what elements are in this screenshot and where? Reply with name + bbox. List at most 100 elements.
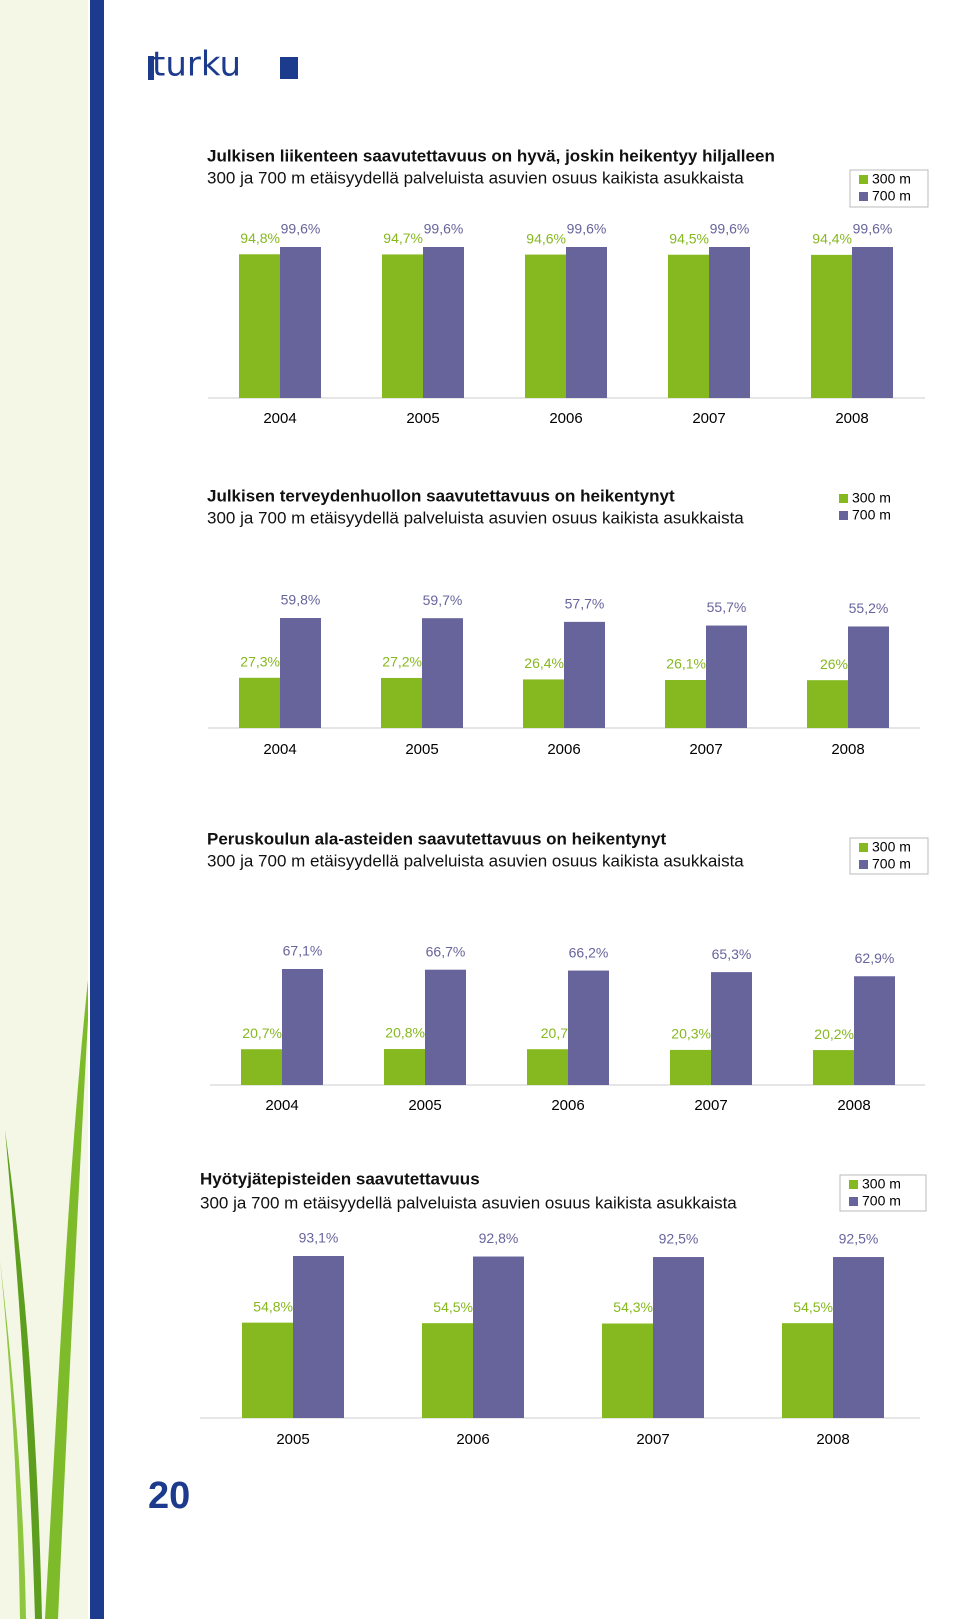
value-label: 94,7% bbox=[383, 230, 423, 246]
bar bbox=[807, 680, 848, 728]
legend-swatch bbox=[849, 1180, 858, 1189]
value-label: 20,8% bbox=[385, 1025, 425, 1041]
legend-label: 300 m bbox=[872, 839, 911, 855]
logo-crest bbox=[280, 57, 298, 79]
legend-box bbox=[849, 837, 929, 875]
value-label: 26,1% bbox=[666, 656, 706, 672]
x-tick-label: 2006 bbox=[549, 410, 582, 427]
bar bbox=[848, 626, 889, 728]
value-label: 94,6% bbox=[526, 230, 566, 246]
x-tick-label: 2007 bbox=[694, 1097, 727, 1114]
bar bbox=[602, 1323, 653, 1418]
bar bbox=[423, 247, 464, 398]
bar bbox=[709, 247, 750, 398]
value-label: 57,7% bbox=[565, 596, 605, 612]
bar bbox=[653, 1257, 704, 1418]
x-tick-label: 2008 bbox=[835, 410, 868, 427]
bar bbox=[293, 1256, 344, 1418]
grass bbox=[45, 980, 88, 1619]
x-tick-label: 2008 bbox=[837, 1097, 870, 1114]
value-label: 99,6% bbox=[853, 221, 893, 237]
value-label: 26,4% bbox=[524, 655, 564, 671]
value-label: 20,2% bbox=[814, 1026, 854, 1042]
x-tick-label: 2007 bbox=[692, 410, 725, 427]
bar bbox=[382, 254, 423, 398]
legend-label: 700 m bbox=[872, 188, 911, 204]
x-tick-label: 2008 bbox=[816, 1431, 849, 1448]
legend-label: 300 m bbox=[872, 171, 911, 187]
x-tick-label: 2004 bbox=[265, 1097, 298, 1114]
chart-subtitle: 300 ja 700 m etäisyydellä palveluista as… bbox=[200, 1193, 737, 1212]
value-label: 20,7% bbox=[242, 1025, 282, 1041]
grass bbox=[5, 1130, 42, 1619]
value-label: 94,8% bbox=[240, 230, 280, 246]
value-label: 54,3% bbox=[613, 1299, 653, 1315]
bar bbox=[852, 247, 893, 398]
legend-box bbox=[849, 169, 929, 208]
page-number: 20 bbox=[148, 1475, 190, 1517]
bar bbox=[473, 1256, 524, 1418]
bar bbox=[280, 618, 321, 728]
value-label: 27,3% bbox=[240, 653, 280, 669]
bar bbox=[711, 972, 752, 1085]
x-tick-label: 2005 bbox=[408, 1097, 441, 1114]
value-label: 26% bbox=[820, 656, 848, 672]
chart-subtitle: 300 ja 700 m etäisyydellä palveluista as… bbox=[207, 168, 744, 187]
bar bbox=[384, 1049, 425, 1085]
x-tick-label: 2006 bbox=[551, 1097, 584, 1114]
bar bbox=[782, 1323, 833, 1418]
legend-swatch bbox=[859, 175, 868, 184]
value-label: 54,5% bbox=[433, 1299, 473, 1315]
value-label: 54,5% bbox=[793, 1299, 833, 1315]
bar bbox=[854, 976, 895, 1085]
grass bbox=[0, 1260, 26, 1619]
legend-swatch bbox=[859, 843, 868, 852]
bar bbox=[568, 970, 609, 1085]
legend-label: 700 m bbox=[862, 1193, 901, 1209]
value-label: 27,2% bbox=[382, 654, 422, 670]
x-tick-label: 2005 bbox=[405, 741, 438, 758]
value-label: 55,7% bbox=[707, 599, 747, 615]
x-tick-label: 2005 bbox=[276, 1431, 309, 1448]
value-label: 62,9% bbox=[855, 950, 895, 966]
value-label: 67,1% bbox=[283, 943, 323, 959]
x-tick-label: 2005 bbox=[406, 410, 439, 427]
value-label: 99,6% bbox=[567, 221, 607, 237]
value-label: 94,4% bbox=[812, 231, 852, 247]
bar bbox=[527, 1049, 568, 1085]
value-label: 59,8% bbox=[281, 592, 321, 608]
value-label: 66,2% bbox=[569, 944, 609, 960]
legend-swatch bbox=[849, 1197, 858, 1206]
bar bbox=[523, 679, 564, 728]
value-label: 66,7% bbox=[426, 943, 466, 959]
bar bbox=[566, 247, 607, 398]
bar bbox=[564, 621, 605, 728]
value-label: 20,3% bbox=[671, 1026, 711, 1042]
bar bbox=[239, 254, 280, 398]
logo-mark bbox=[148, 56, 154, 80]
x-tick-label: 2007 bbox=[636, 1431, 669, 1448]
chart-title: Peruskoulun ala-asteiden saavutettavuus … bbox=[207, 829, 666, 848]
bar bbox=[833, 1257, 884, 1418]
x-tick-label: 2004 bbox=[263, 741, 296, 758]
x-tick-label: 2007 bbox=[689, 741, 722, 758]
value-label: 94,5% bbox=[669, 230, 709, 246]
legend-label: 700 m bbox=[872, 856, 911, 872]
bar bbox=[241, 1049, 282, 1085]
chart-subtitle: 300 ja 700 m etäisyydellä palveluista as… bbox=[207, 508, 744, 527]
side-bar bbox=[90, 0, 104, 1619]
value-label: 59,7% bbox=[423, 592, 463, 608]
bar bbox=[670, 1049, 711, 1085]
bar bbox=[242, 1322, 293, 1418]
bar bbox=[706, 625, 747, 728]
legend-label: 300 m bbox=[862, 1176, 901, 1192]
chart-title: Julkisen liikenteen saavutettavuus on hy… bbox=[207, 146, 775, 165]
bar bbox=[525, 254, 566, 398]
bar bbox=[665, 679, 706, 728]
x-tick-label: 2006 bbox=[456, 1431, 489, 1448]
value-label: 20,7 bbox=[541, 1025, 568, 1041]
chart-title: Julkisen terveydenhuollon saavutettavuus… bbox=[207, 486, 675, 505]
bar bbox=[668, 254, 709, 398]
